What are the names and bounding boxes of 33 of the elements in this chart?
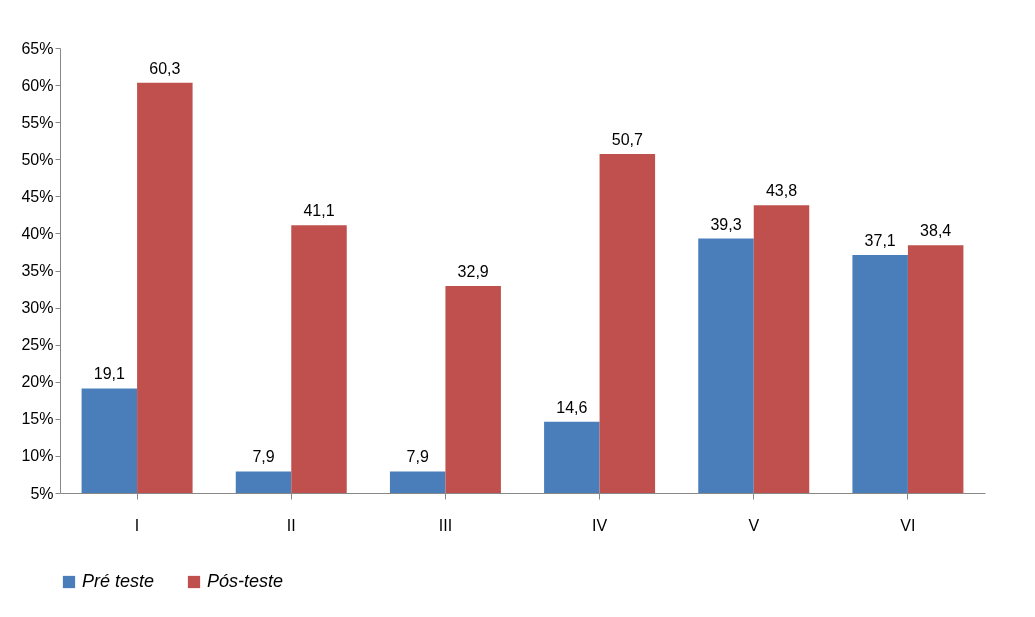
y-tick-label: 25%: [21, 336, 54, 354]
data-label: 41,1: [303, 202, 335, 220]
y-tick-label: 55%: [21, 113, 54, 131]
data-label: 32,9: [457, 263, 489, 281]
data-label: 50,7: [611, 131, 644, 149]
y-tick-label: 10%: [21, 447, 54, 465]
data-label: 14,6: [556, 398, 588, 416]
data-label: 7,9: [252, 448, 275, 466]
y-tick-label: 40%: [21, 224, 54, 242]
x-tick-label: II: [286, 516, 296, 534]
y-tick-label: 20%: [21, 373, 54, 391]
y-tick-label: 35%: [21, 262, 54, 279]
data-label: 60,3: [149, 59, 181, 77]
y-tick-label: 50%: [21, 150, 54, 168]
x-tick-label: I: [134, 516, 140, 534]
data-label: 38,4: [920, 222, 952, 240]
data-label: 37,1: [864, 231, 896, 249]
legend-label: Pré teste: [82, 571, 155, 591]
data-label: 19,1: [93, 365, 126, 383]
data-label: 7,9: [406, 448, 429, 466]
data-label: 43,8: [765, 182, 798, 200]
y-tick-label: 15%: [21, 410, 54, 428]
data-label: 39,3: [710, 215, 742, 233]
y-tick-label: 65%: [21, 39, 54, 57]
x-tick-label: VI: [900, 516, 916, 534]
y-tick-label: 5%: [30, 484, 54, 502]
y-tick-label: 30%: [21, 299, 54, 317]
x-tick-label: IV: [592, 516, 608, 534]
legend-label: Pós-teste: [207, 571, 284, 591]
x-tick-label: V: [748, 516, 760, 534]
x-tick-label: III: [438, 516, 453, 534]
y-tick-label: 60%: [21, 76, 54, 94]
y-tick-label: 45%: [21, 187, 54, 205]
